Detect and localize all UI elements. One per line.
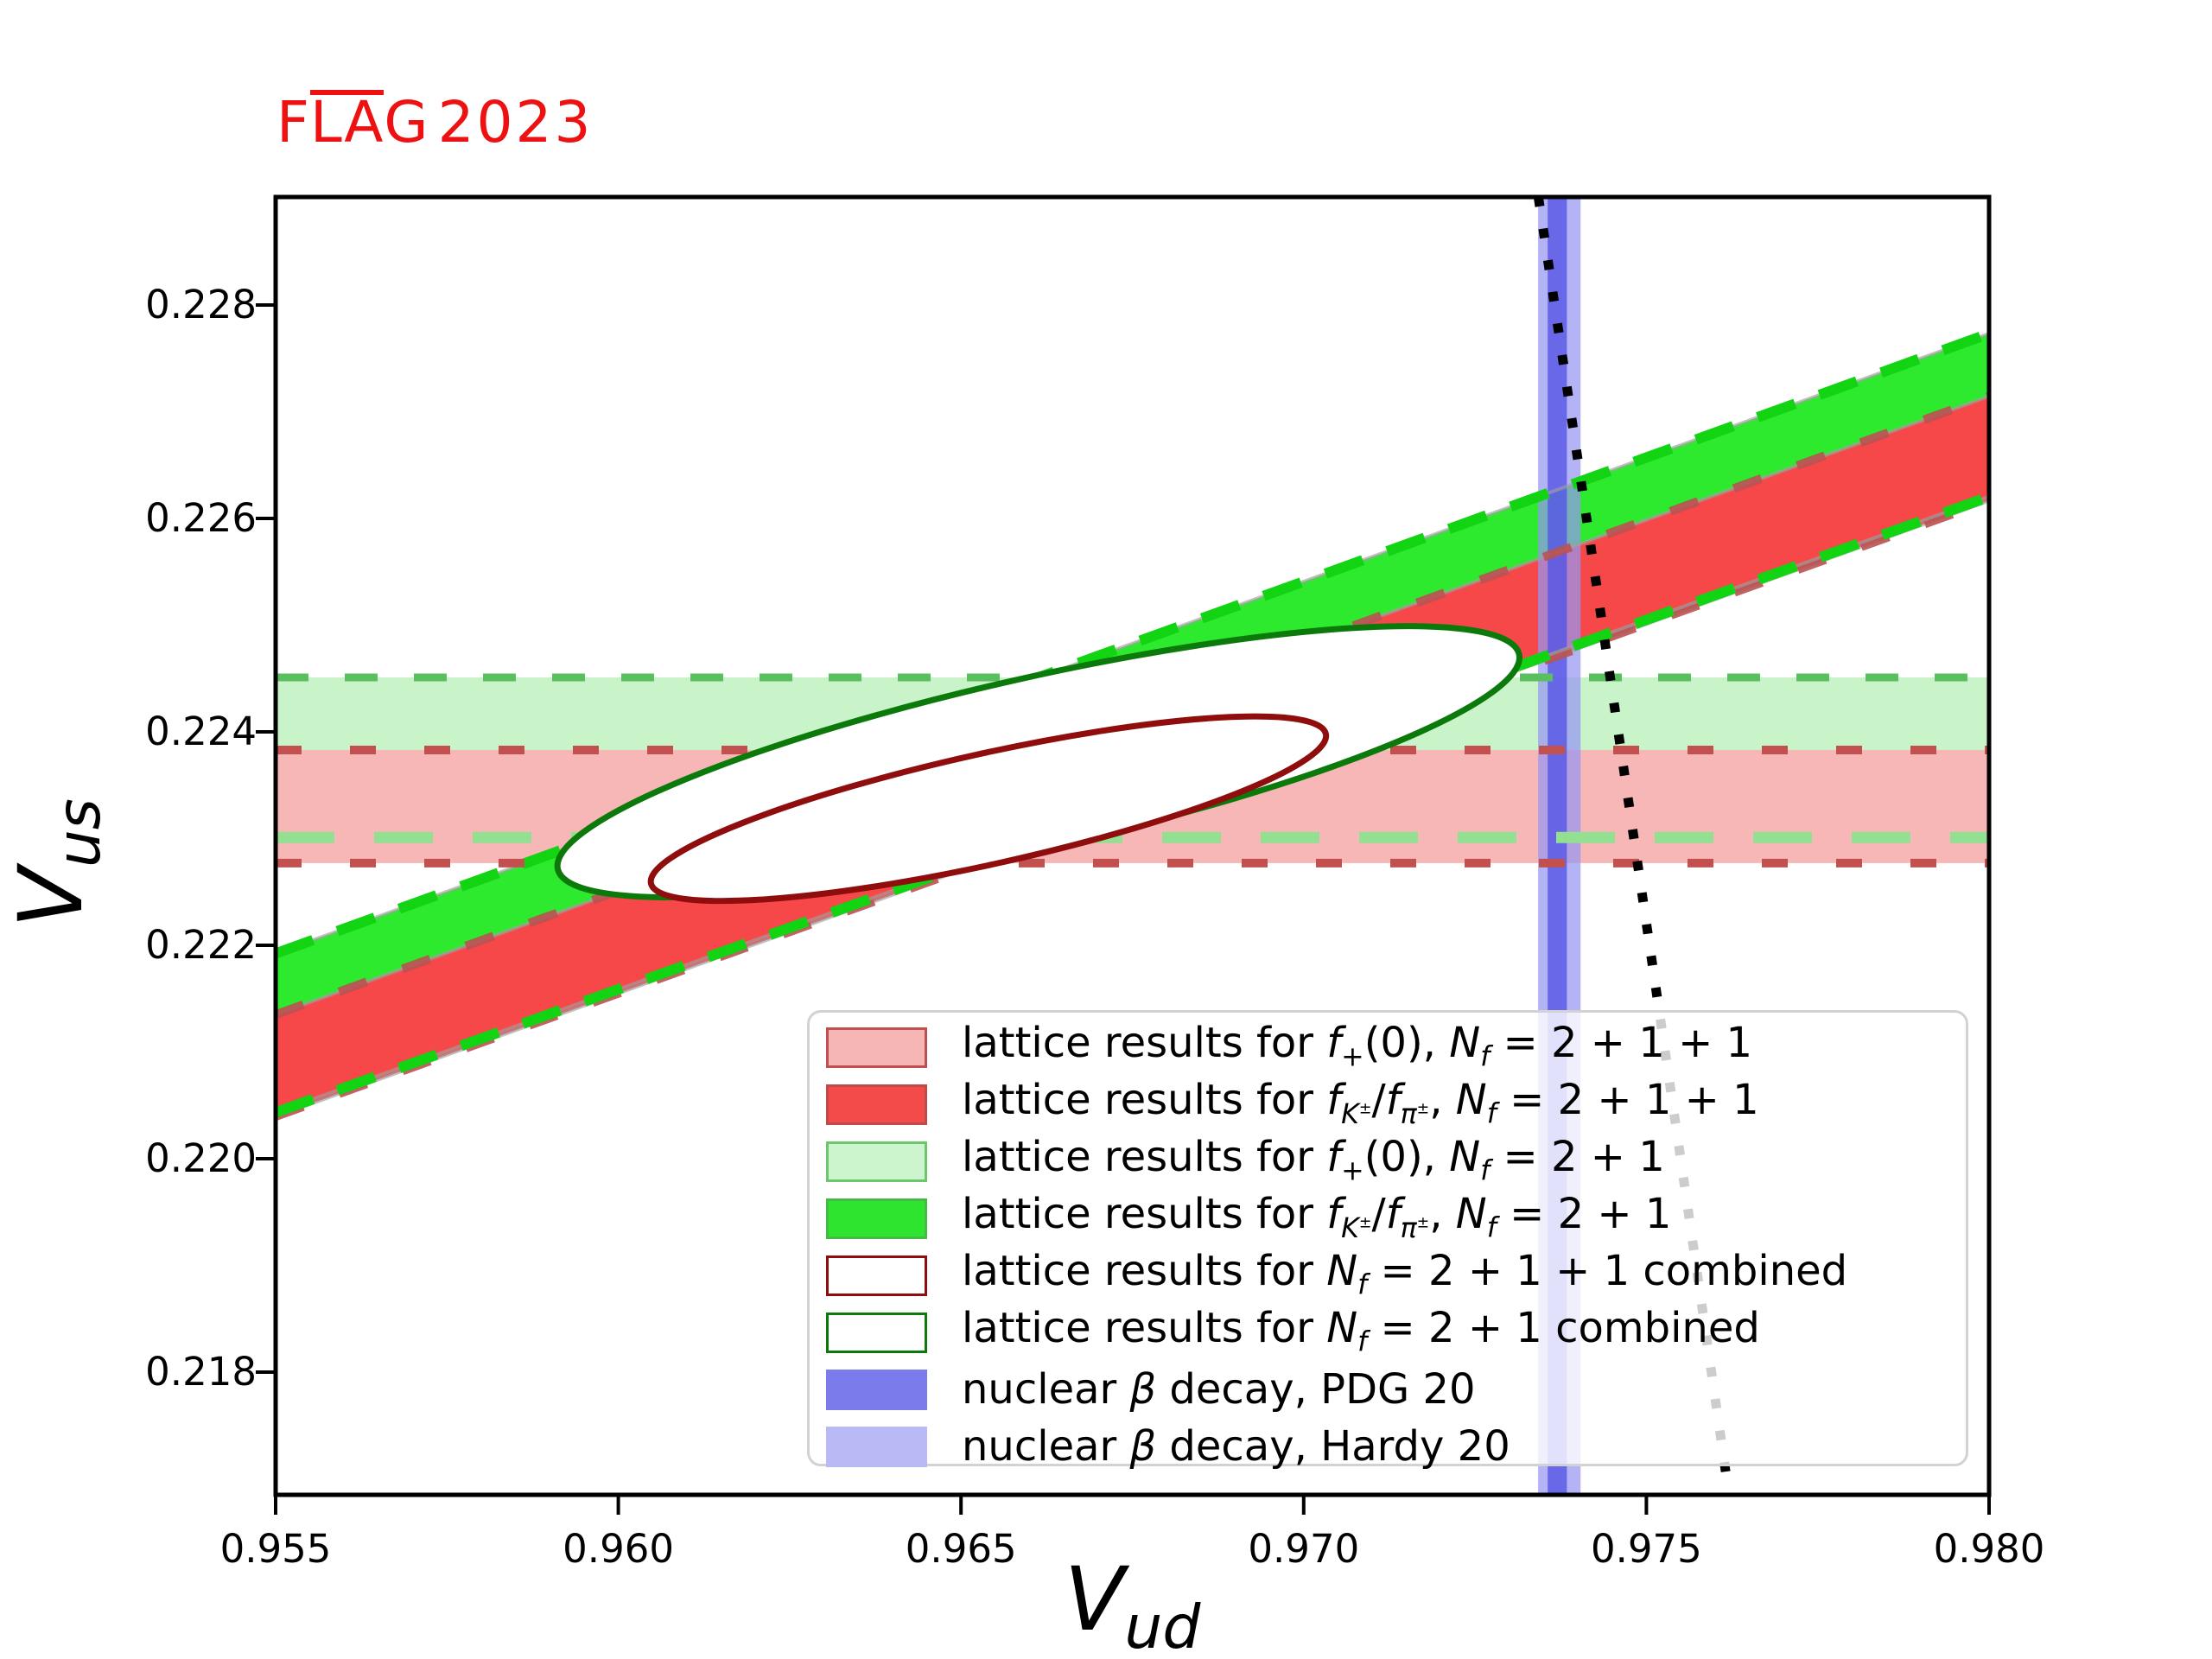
- y-tick-label: 0.218: [145, 1348, 257, 1395]
- legend-entry-6: nuclear β decay, PDG 20: [810, 1361, 1966, 1418]
- legend-swatch-icon: [826, 1084, 927, 1125]
- legend-swatch-icon: [826, 1198, 927, 1239]
- flag-logo-year: 2023: [437, 89, 594, 156]
- legend-entry-label: lattice results for fK±/fπ±, Nf = 2 + 1 …: [962, 1076, 1759, 1130]
- legend-swatch-icon: [826, 1369, 927, 1410]
- x-tick-label: 0.980: [1933, 1526, 2045, 1572]
- legend-entry-label: lattice results for Nf = 2 + 1 combined: [962, 1304, 1760, 1358]
- x-tick-label: 0.975: [1590, 1526, 1702, 1572]
- flag-logo: FLAG 2023: [276, 90, 594, 155]
- flag-logo-g: G: [384, 89, 429, 156]
- band-edge-fkfpi-nf2p1-low: [276, 492, 1989, 1118]
- ellipse-nf2p1p1-combined: [647, 713, 1330, 905]
- legend-swatch-icon: [826, 1255, 927, 1296]
- x-tick-label: 0.960: [563, 1526, 674, 1572]
- legend-entry-7: nuclear β decay, Hardy 20: [810, 1418, 1966, 1475]
- legend-entry-1: lattice results for fK±/fπ±, Nf = 2 + 1 …: [810, 1076, 1966, 1133]
- y-axis-label: Vus: [0, 798, 115, 928]
- legend-entry-label: lattice results for f+(0), Nf = 2 + 1 + …: [962, 1019, 1753, 1073]
- legend-box: lattice results for f+(0), Nf = 2 + 1 + …: [807, 1010, 1968, 1467]
- legend-swatch-icon: [826, 1312, 927, 1353]
- plot-frame: [273, 194, 1992, 1497]
- legend-entry-label: nuclear β decay, PDG 20: [962, 1365, 1476, 1414]
- y-tick-label: 0.224: [145, 708, 257, 754]
- y-tick-label: 0.228: [145, 281, 257, 327]
- x-tick-label: 0.965: [905, 1526, 1017, 1572]
- legend-entry-label: lattice results for f+(0), Nf = 2 + 1: [962, 1133, 1665, 1187]
- flag-logo-f: F: [276, 89, 310, 156]
- legend-swatch-icon: [826, 1027, 927, 1068]
- legend-entry-label: lattice results for Nf = 2 + 1 + 1 combi…: [962, 1247, 1848, 1301]
- legend-swatch-icon: [826, 1426, 927, 1467]
- band-edge-fkfpi-nf2p1-high: [276, 328, 1989, 959]
- x-axis-label: Vud: [1064, 1548, 1201, 1659]
- legend-swatch-icon: [826, 1141, 927, 1182]
- legend-entry-2: lattice results for f+(0), Nf = 2 + 1: [810, 1133, 1966, 1190]
- y-tick-label: 0.220: [145, 1135, 257, 1181]
- unitarity-curve: [1533, 197, 1732, 1478]
- y-tick-label: 0.222: [145, 921, 257, 968]
- legend-entry-4: lattice results for Nf = 2 + 1 + 1 combi…: [810, 1247, 1966, 1304]
- legend-entry-label: nuclear β decay, Hardy 20: [962, 1422, 1510, 1471]
- legend-entry-0: lattice results for f+(0), Nf = 2 + 1 + …: [810, 1019, 1966, 1076]
- legend-entry-label: lattice results for fK±/fπ±, Nf = 2 + 1: [962, 1190, 1672, 1244]
- legend-entry-3: lattice results for fK±/fπ±, Nf = 2 + 1: [810, 1190, 1966, 1247]
- x-tick-label: 0.970: [1248, 1526, 1360, 1572]
- x-tick-label: 0.955: [219, 1526, 332, 1572]
- flag-logo-la-overline: LA: [309, 89, 385, 156]
- y-tick-label: 0.226: [145, 494, 257, 541]
- legend-entry-5: lattice results for Nf = 2 + 1 combined: [810, 1304, 1966, 1361]
